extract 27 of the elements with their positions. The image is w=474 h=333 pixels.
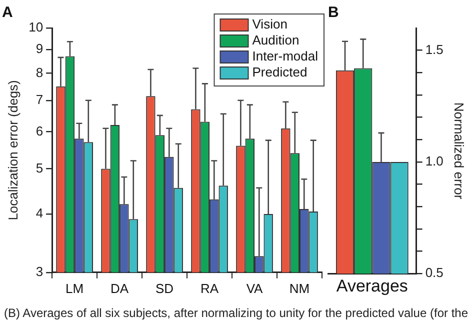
x-tick-label: DA xyxy=(110,280,129,296)
y-tick-label: 6 xyxy=(36,123,44,138)
x-tick-label: VA xyxy=(246,280,264,296)
chart-title: B xyxy=(328,4,339,22)
y-tick-label: 3 xyxy=(36,264,44,279)
y2-tick-label: 1.0 xyxy=(425,154,444,169)
x-tick-label: NM xyxy=(289,280,310,296)
x-tick-label: RA xyxy=(200,280,219,296)
y2-tick-label: 1.5 xyxy=(425,42,444,57)
x-tick-label: SD xyxy=(156,280,174,296)
y-tick-label: 4 xyxy=(36,206,44,221)
y2-tick-label: 0.5 xyxy=(425,265,444,280)
x-tick-label: Averages xyxy=(336,276,408,296)
y-tick-label: 10 xyxy=(28,20,44,35)
y-tick-label: 8 xyxy=(36,64,44,80)
legend-label: Inter-modal xyxy=(252,48,318,64)
legend-label: Vision xyxy=(252,16,288,32)
legend-label: Predicted xyxy=(252,64,308,80)
y2-axis-title: Normalized error xyxy=(452,102,467,200)
x-tick-label: LM xyxy=(66,280,84,296)
y-axis-title: Localization error (degs) xyxy=(5,80,20,220)
legend-label: Audition xyxy=(252,32,300,48)
text: (B) Averages of all six subjects, after normalizing to unity for the predicted value (for the xyxy=(3,305,470,320)
y-tick-label: 9 xyxy=(36,40,44,56)
y-tick-label: 5 xyxy=(36,160,44,176)
chart-title: A xyxy=(2,4,13,22)
y-tick-label: 7 xyxy=(36,92,44,107)
